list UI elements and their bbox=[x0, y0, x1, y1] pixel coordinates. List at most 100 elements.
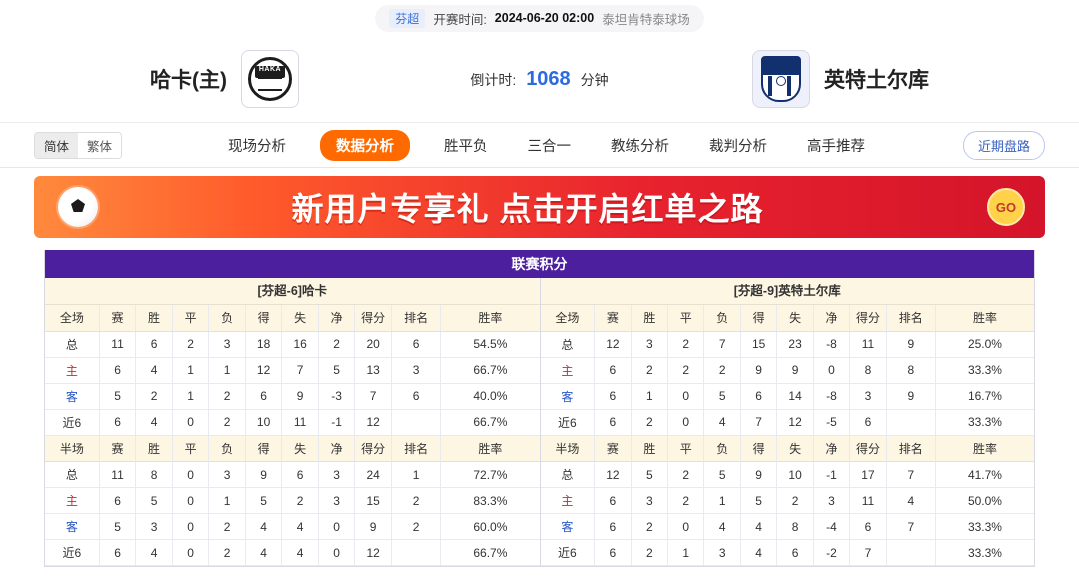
row-category: 客 bbox=[540, 383, 596, 410]
home-halftime-table: 半场 赛 胜 平 负 得 失 净 得分 排名 胜率 bbox=[45, 435, 540, 566]
cell: 7 bbox=[703, 331, 741, 358]
th-points: 得分 bbox=[354, 305, 392, 332]
cell: 2 bbox=[208, 539, 246, 566]
th-goals-for: 得 bbox=[740, 305, 778, 332]
th-goal-diff: 净 bbox=[813, 435, 851, 462]
row-category: 主 bbox=[540, 357, 596, 384]
cell: -5 bbox=[813, 409, 851, 436]
cell: -8 bbox=[813, 331, 851, 358]
cell: 1 bbox=[667, 539, 705, 566]
cell: 2 bbox=[391, 513, 442, 540]
cell: 5 bbox=[703, 383, 741, 410]
cell: 10 bbox=[776, 461, 814, 488]
soccer-ball-icon bbox=[58, 187, 98, 227]
cell: 6 bbox=[740, 383, 778, 410]
cell: 4 bbox=[135, 409, 173, 436]
countdown-value: 1068 bbox=[526, 67, 571, 90]
table-row: 主 6 4 1 1 12 7 5 13 3 66.7% bbox=[45, 357, 540, 384]
cell: 2 bbox=[667, 331, 705, 358]
cell: 3 bbox=[631, 487, 669, 514]
league-standings-section: 联赛积分 [芬超-6]哈卡 全场 赛 胜 平 负 得 失 bbox=[44, 250, 1035, 567]
tab-referee-analysis[interactable]: 裁判分析 bbox=[709, 138, 768, 155]
home-fulltime-table: 全场 赛 胜 平 负 得 失 净 得分 排名 胜率 bbox=[45, 305, 540, 436]
cell: 3 bbox=[135, 513, 173, 540]
home-team[interactable]: 哈卡(主) HAKA bbox=[150, 50, 299, 108]
cell: 12 bbox=[594, 461, 632, 488]
cell: 5 bbox=[318, 357, 356, 384]
th-played: 赛 bbox=[99, 305, 137, 332]
tab-coach-analysis[interactable]: 教练分析 bbox=[611, 138, 670, 155]
row-category: 近6 bbox=[45, 539, 100, 566]
cell: 1 bbox=[703, 487, 741, 514]
away-team[interactable]: 英特土尔库 bbox=[752, 50, 929, 108]
language-toggle[interactable]: 简体 繁体 bbox=[34, 131, 123, 159]
cell: 0 bbox=[172, 513, 210, 540]
th-winrate: 胜率 bbox=[440, 305, 540, 332]
promo-banner[interactable]: 新用户专享礼 点击开启红单之路 GO bbox=[34, 176, 1045, 238]
row-category: 总 bbox=[45, 461, 100, 488]
cell bbox=[886, 539, 936, 566]
cell: 11 bbox=[99, 461, 137, 488]
nav-bar: 简体 繁体 现场分析 数据分析 胜平负 三合一 教练分析 裁判分析 高手推荐 近… bbox=[0, 122, 1079, 168]
row-category: 总 bbox=[540, 331, 596, 358]
cell: 54.5% bbox=[440, 331, 540, 358]
cell: 4 bbox=[135, 357, 173, 384]
cell: 11 bbox=[849, 331, 887, 358]
cell: 13 bbox=[354, 357, 392, 384]
cell: 7 bbox=[354, 383, 392, 410]
cell: 4 bbox=[281, 539, 319, 566]
th-points: 得分 bbox=[849, 305, 887, 332]
tab-three-in-one[interactable]: 三合一 bbox=[527, 138, 572, 155]
th-draw: 平 bbox=[667, 435, 705, 462]
cell: 7 bbox=[886, 513, 936, 540]
th-goal-diff: 净 bbox=[318, 305, 356, 332]
tab-expert-picks[interactable]: 高手推荐 bbox=[807, 138, 866, 155]
recent-odds-button[interactable]: 近期盘路 bbox=[962, 130, 1045, 160]
cell: 25.0% bbox=[935, 331, 1034, 358]
cell: 0 bbox=[172, 487, 210, 514]
th-rank: 排名 bbox=[391, 305, 442, 332]
cell: 9 bbox=[354, 513, 392, 540]
cell: 33.3% bbox=[935, 539, 1034, 566]
promo-go-button[interactable]: GO bbox=[987, 188, 1025, 226]
cell: 23 bbox=[776, 331, 814, 358]
th-loss: 负 bbox=[208, 305, 246, 332]
cell: 40.0% bbox=[440, 383, 540, 410]
cell: 5 bbox=[135, 487, 173, 514]
tab-win-draw-loss[interactable]: 胜平负 bbox=[444, 138, 488, 155]
cell: 12 bbox=[776, 409, 814, 436]
match-info-bar: 芬超 开赛时间: 2024-06-20 02:00 泰坦肯特泰球场 bbox=[0, 0, 1079, 36]
match-info-pill: 芬超 开赛时间: 2024-06-20 02:00 泰坦肯特泰球场 bbox=[375, 4, 704, 32]
lang-simplified[interactable]: 简体 bbox=[35, 132, 79, 158]
cell: 7 bbox=[281, 357, 319, 384]
cell: 10 bbox=[245, 409, 283, 436]
th-draw: 平 bbox=[172, 435, 210, 462]
table-header-row: 全场 赛 胜 平 负 得 失 净 得分 排名 胜率 bbox=[45, 305, 540, 332]
league-badge: 芬超 bbox=[389, 8, 426, 28]
tab-data-analysis[interactable]: 数据分析 bbox=[320, 129, 411, 161]
table-row: 客 6 2 0 4 4 8 -4 6 7 33.3% bbox=[540, 513, 1034, 540]
cell: 4 bbox=[886, 487, 936, 514]
row-category: 客 bbox=[45, 513, 100, 540]
cell: 2 bbox=[667, 357, 705, 384]
table-row: 近6 6 2 0 4 7 12 -5 6 33.3% bbox=[540, 409, 1034, 436]
cell: 6 bbox=[594, 383, 632, 410]
cell: 83.3% bbox=[440, 487, 540, 514]
table-row: 总 11 8 0 3 9 6 3 24 1 72.7% bbox=[45, 461, 540, 488]
tab-live-analysis[interactable]: 现场分析 bbox=[228, 138, 287, 155]
home-team-crest-icon: HAKA bbox=[241, 50, 299, 108]
cell: 12 bbox=[354, 409, 392, 436]
cell: 3 bbox=[631, 331, 669, 358]
cell: -1 bbox=[318, 409, 356, 436]
th-played: 赛 bbox=[594, 435, 632, 462]
th-loss: 负 bbox=[703, 305, 741, 332]
lang-traditional[interactable]: 繁体 bbox=[78, 132, 122, 158]
th-points: 得分 bbox=[354, 435, 392, 462]
cell: 9 bbox=[740, 357, 778, 384]
table-row: 总 12 5 2 5 9 10 -1 17 7 41.7% bbox=[540, 461, 1034, 488]
cell: 5 bbox=[740, 487, 778, 514]
cell: 2 bbox=[631, 357, 669, 384]
standings-tables: [芬超-6]哈卡 全场 赛 胜 平 负 得 失 净 得分 bbox=[45, 278, 1034, 566]
cell: 6 bbox=[594, 409, 632, 436]
